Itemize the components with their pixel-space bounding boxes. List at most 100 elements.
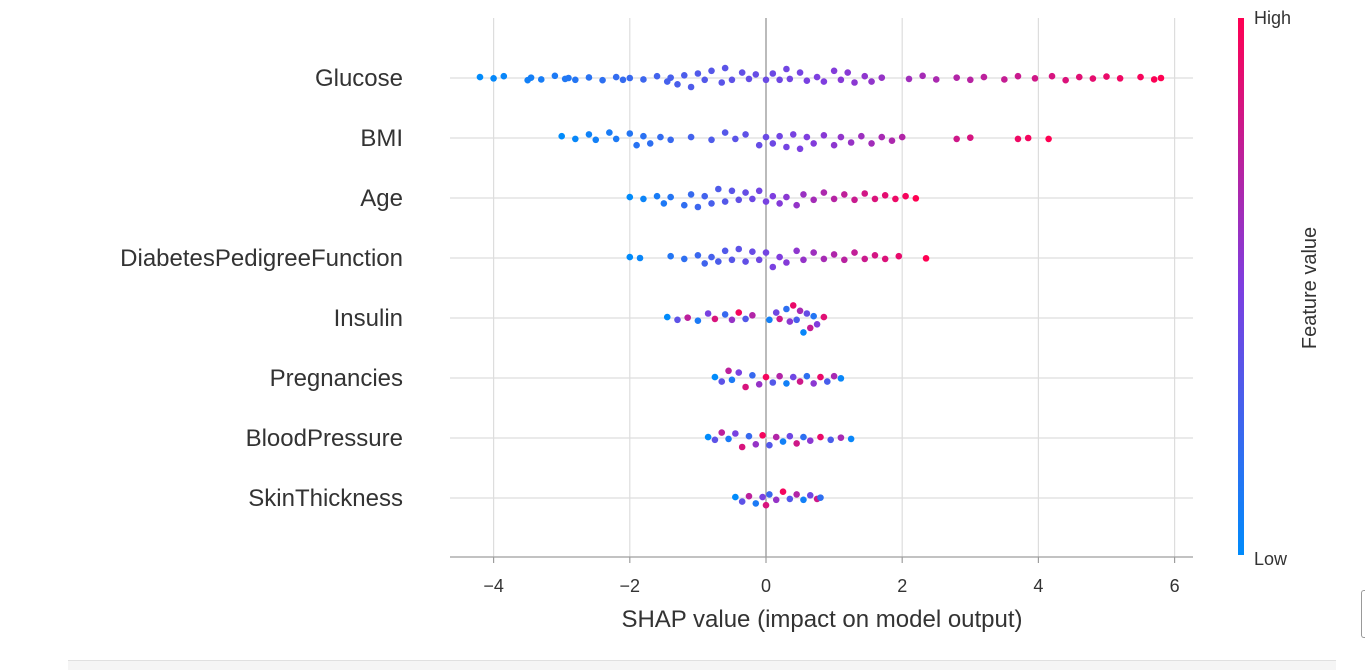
shap-point [932,76,940,83]
feature-label: BloodPressure [246,425,403,452]
shap-point [919,72,926,80]
shap-point [772,496,780,504]
shap-point [527,74,535,81]
shap-point [667,252,674,260]
shap-point [762,198,770,205]
shap-point [793,491,800,498]
shap-point [766,491,773,498]
shap-point [803,372,811,380]
shap-point [967,76,974,84]
shap-point [572,135,579,143]
shap-point [783,193,790,201]
x-axis-ticks: −4 −2 0 2 4 6 [483,557,1180,596]
shap-point [783,65,790,73]
shap-point [735,196,743,204]
shap-point [762,501,770,509]
shap-point [841,256,848,264]
shap-point [810,312,817,320]
shap-point [687,83,695,91]
shap-point [837,133,845,141]
shap-point [537,76,545,83]
shap-point [728,316,736,324]
shap-point [1103,73,1110,80]
shap-point [749,312,756,319]
shap-point [967,134,974,141]
shap-point [878,74,886,81]
shap-point [817,373,824,381]
shap-point [1062,76,1069,84]
feature-label: Age [360,185,403,212]
shap-point [888,137,896,144]
shap-point [721,129,729,136]
colorbar [1238,18,1244,555]
shap-point [732,493,739,501]
shap-point [851,196,858,204]
shap-point [558,132,565,140]
shap-point [725,367,732,375]
shap-point [711,373,719,381]
shap-point [701,260,709,267]
x-tick-label: 2 [897,576,907,596]
shap-point [800,256,807,264]
shap-point [752,500,760,507]
shap-point [718,429,726,436]
shap-point [500,72,508,80]
shap-point [476,73,484,81]
shap-point [895,252,903,260]
scrollbar-handle[interactable] [1361,590,1365,638]
shap-point [701,192,709,200]
shap-point [769,192,777,200]
shap-point [793,201,800,209]
shap-point [755,187,763,195]
shap-point [779,438,787,445]
shap-point [769,140,777,147]
shap-point [922,255,930,262]
shap-point [728,187,736,195]
shap-point [732,430,739,437]
shap-point [667,74,674,81]
shap-point [796,145,804,153]
shap-point [708,67,715,75]
shap-point [715,258,722,265]
shap-point [711,315,719,323]
shap-point [793,440,800,447]
shap-point [1157,74,1165,82]
feature-label: Insulin [334,305,403,332]
shap-point [772,309,780,316]
shap-point [881,255,889,263]
shap-point [810,196,817,204]
shap-point [640,76,647,83]
shap-point [735,309,743,316]
shap-point [837,434,845,441]
shap-point [640,195,647,203]
shap-point [830,251,838,258]
shap-point [653,72,661,80]
shap-point [776,200,783,207]
shap-point [694,203,702,211]
shap-point [633,141,640,149]
shap-point [759,432,766,439]
shap-point [762,373,770,381]
shap-point [738,69,746,76]
shap-point [755,256,763,264]
shap-point [789,302,797,309]
shap-point [551,72,559,80]
shap-point [742,383,749,391]
shap-point [810,249,817,256]
shap-point [772,433,780,441]
shap-point [783,143,790,151]
shap-point [861,190,869,197]
x-tick-label: 6 [1170,576,1180,596]
shap-point [762,249,770,256]
shap-point [868,140,875,147]
shap-point [752,441,760,448]
shap-point [1048,72,1056,80]
shap-point [861,72,869,80]
shap-point [786,495,794,503]
shap-point [674,81,681,88]
shap-point [636,254,644,262]
x-tick-label: 0 [761,576,771,596]
shap-point [653,192,661,200]
shap-point [817,494,824,501]
